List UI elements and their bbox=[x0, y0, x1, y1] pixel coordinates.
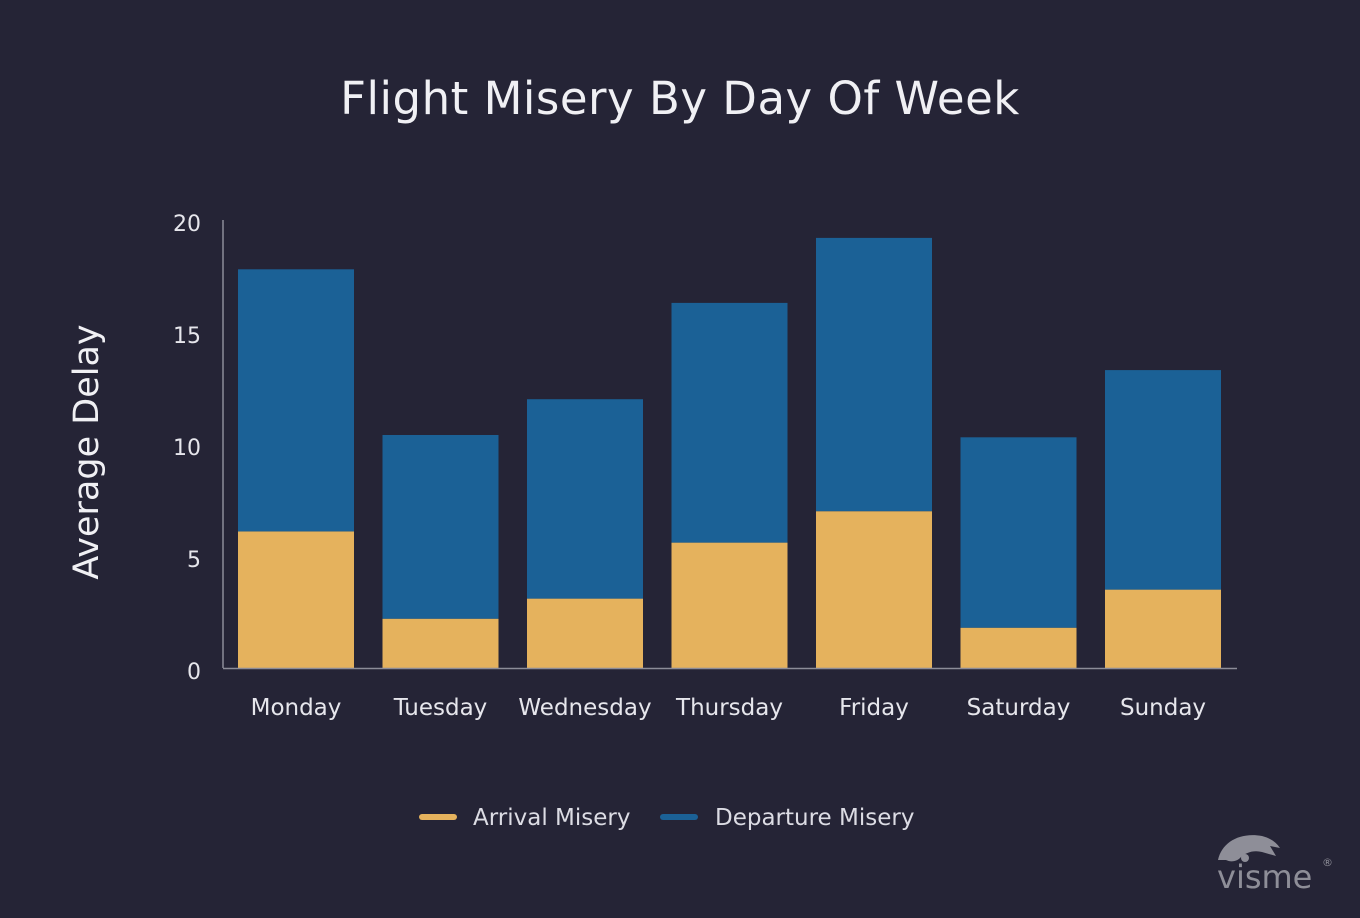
y-tick-label: 10 bbox=[173, 436, 201, 461]
bar-tuesday-arrival[interactable] bbox=[382, 618, 499, 668]
y-axis-label: Average Delay bbox=[67, 324, 107, 579]
visme-logo: visme ® bbox=[1217, 835, 1333, 896]
bar-monday-departure[interactable] bbox=[238, 269, 354, 532]
bar-sunday-departure[interactable] bbox=[1105, 370, 1221, 590]
x-category-labels: Monday Tuesday Wednesday Thursday Friday Satu… bbox=[251, 695, 1206, 721]
visme-wordmark: visme bbox=[1217, 858, 1312, 896]
x-tick-label: Sunday bbox=[1120, 695, 1206, 721]
y-tick-label: 0 bbox=[187, 660, 201, 685]
bar-wednesday-arrival[interactable] bbox=[527, 598, 643, 668]
legend-item-arrival[interactable]: Arrival Misery bbox=[419, 805, 630, 831]
y-tick-label: 5 bbox=[187, 548, 201, 573]
y-tick-label: 15 bbox=[173, 324, 201, 349]
bar-thursday-arrival[interactable] bbox=[671, 542, 788, 668]
y-tick-label: 20 bbox=[173, 212, 201, 237]
bar-wednesday-departure[interactable] bbox=[527, 399, 643, 599]
legend: Arrival Misery Departure Misery bbox=[419, 805, 914, 831]
visme-eye-icon bbox=[1241, 854, 1249, 862]
axes-layer bbox=[222, 220, 1237, 670]
legend-item-departure[interactable]: Departure Misery bbox=[660, 805, 914, 831]
bar-friday-arrival[interactable] bbox=[816, 511, 932, 668]
visme-bird-icon bbox=[1218, 835, 1280, 862]
bar-saturday-departure[interactable] bbox=[960, 437, 1077, 628]
bars-layer bbox=[238, 237, 1221, 668]
x-tick-label: Friday bbox=[839, 695, 909, 721]
legend-label-departure: Departure Misery bbox=[715, 805, 914, 831]
x-tick-label: Monday bbox=[251, 695, 342, 721]
x-tick-label: Wednesday bbox=[518, 695, 651, 721]
bar-saturday-arrival[interactable] bbox=[960, 627, 1077, 668]
bar-monday-arrival[interactable] bbox=[238, 531, 354, 668]
bar-tuesday-departure[interactable] bbox=[382, 435, 499, 619]
bar-thursday-departure[interactable] bbox=[671, 302, 788, 543]
x-tick-label: Saturday bbox=[967, 695, 1071, 721]
chart-title: Flight Misery By Day Of Week bbox=[340, 72, 1020, 125]
registered-mark: ® bbox=[1322, 856, 1333, 869]
legend-label-arrival: Arrival Misery bbox=[473, 805, 630, 831]
bar-sunday-arrival[interactable] bbox=[1105, 589, 1221, 668]
x-tick-label: Thursday bbox=[675, 695, 783, 721]
x-tick-label: Tuesday bbox=[393, 695, 488, 721]
y-tick-labels: 0 5 10 15 20 bbox=[173, 212, 201, 685]
bar-friday-departure[interactable] bbox=[816, 237, 932, 512]
